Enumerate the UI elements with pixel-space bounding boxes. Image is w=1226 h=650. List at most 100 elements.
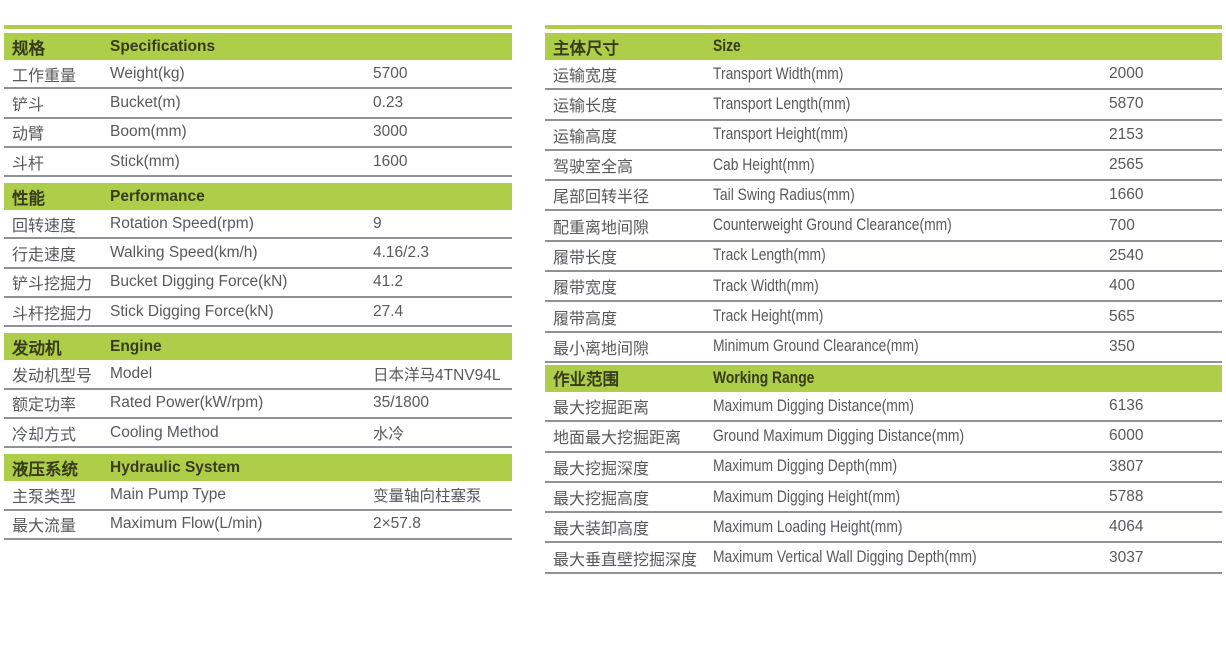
row-label-en: Weight(kg) — [110, 64, 185, 82]
row-label-zh: 额定功率 — [12, 397, 77, 415]
row-label-en: Stick Digging Force(kN) — [110, 302, 274, 320]
section-title-zh: 规格 — [12, 39, 45, 58]
row-value: 2153 — [1109, 125, 1144, 143]
spec-section: 主体尺寸 Size 运输宽度 Transport Width(mm) 2000 … — [545, 33, 1222, 363]
row-value: 5788 — [1109, 488, 1144, 505]
row-label-en: Cab Height(mm) — [713, 155, 815, 174]
row-label-en: Model — [110, 365, 153, 383]
row-label-en: Transport Width(mm) — [713, 64, 844, 83]
section-title-en: Working Range — [713, 368, 815, 387]
table-row: 主泵类型 Main Pump Type 变量轴向柱塞泵 — [4, 481, 512, 511]
table-row: 运输长度 Transport Length(mm) 5870 — [545, 90, 1222, 121]
table-row: 斗杆挖掘力 Stick Digging Force(kN) 27.4 — [4, 298, 512, 328]
table-row: 最大装卸高度 Maximum Loading Height(mm) 4064 — [545, 513, 1222, 544]
table-row: 冷却方式 Cooling Method 水冷 — [4, 419, 512, 449]
row-label-zh: 履带长度 — [553, 249, 618, 267]
row-label-zh: 发动机型号 — [12, 368, 93, 386]
section-title-zh: 液压系统 — [12, 460, 78, 479]
section-title-en: Hydraulic System — [110, 458, 241, 476]
row-label-en: Minimum Ground Clearance(mm) — [713, 337, 919, 356]
section-header: 规格 Specifications — [4, 33, 512, 60]
row-value: 4064 — [1109, 518, 1144, 536]
row-label-zh: 最大垂直壁挖掘深度 — [553, 551, 698, 569]
row-label-en: Ground Maximum Digging Distance(mm) — [713, 426, 965, 445]
row-value: 700 — [1109, 216, 1135, 234]
table-row: 运输高度 Transport Height(mm) 2153 — [545, 121, 1222, 151]
row-label-zh: 尾部回转半径 — [553, 189, 650, 207]
row-label-zh: 动臂 — [12, 126, 45, 144]
section-title-en: Performance — [110, 187, 205, 205]
section-header: 作业范围 Working Range — [545, 364, 1222, 392]
table-row: 尾部回转半径 Tail Swing Radius(mm) 1660 — [545, 181, 1222, 212]
row-value: 2000 — [1109, 65, 1144, 83]
row-label-zh: 最大挖掘深度 — [553, 460, 650, 478]
row-value: 2×57.8 — [373, 515, 421, 533]
table-row: 铲斗挖掘力 Bucket Digging Force(kN) 41.2 — [4, 269, 512, 299]
row-label-zh: 地面最大挖掘距离 — [553, 430, 682, 448]
row-label-zh: 配重离地间隙 — [553, 219, 650, 237]
row-value: 41.2 — [373, 273, 404, 291]
section-header: 发动机 Engine — [4, 333, 512, 361]
row-value: 400 — [1109, 277, 1135, 295]
row-label-zh: 铲斗 — [12, 96, 45, 114]
section-title-zh: 作业范围 — [553, 371, 619, 390]
row-label-en: Main Pump Type — [110, 485, 227, 503]
row-label-zh: 冷却方式 — [12, 426, 77, 444]
row-label-zh: 最大流量 — [12, 518, 77, 536]
row-label-zh: 最大装卸高度 — [553, 521, 650, 539]
row-label-en: Boom(mm) — [110, 123, 187, 141]
row-label-zh: 最大挖掘高度 — [553, 491, 650, 508]
row-label-en: Maximum Loading Height(mm) — [713, 517, 903, 536]
row-label-en: Transport Length(mm) — [713, 94, 851, 113]
row-value: 350 — [1109, 337, 1135, 355]
row-label-zh: 斗杆挖掘力 — [12, 305, 93, 323]
section-header: 性能 Performance — [4, 183, 512, 211]
row-label-en: Bucket Digging Force(kN) — [110, 273, 288, 291]
spec-section: 性能 Performance 回转速度 Rotation Speed(rpm) … — [4, 183, 512, 328]
row-label-en: Maximum Vertical Wall Digging Depth(mm) — [713, 548, 977, 567]
row-label-zh: 主泵类型 — [12, 488, 77, 506]
section-title-zh: 性能 — [12, 189, 45, 208]
table-row: 履带高度 Track Height(mm) 565 — [545, 302, 1222, 333]
table-row: 履带宽度 Track Width(mm) 400 — [545, 272, 1222, 303]
row-value: 日本洋马4TNV94L — [373, 367, 501, 385]
table-row: 最大挖掘高度 Maximum Digging Height(mm) 5788 — [545, 483, 1222, 514]
row-label-zh: 最大挖掘距离 — [553, 400, 650, 418]
table-row: 驾驶室全高 Cab Height(mm) 2565 — [545, 151, 1222, 182]
table-row: 额定功率 Rated Power(kW/rpm) 35/1800 — [4, 390, 512, 419]
section-title-en: Specifications — [110, 37, 216, 55]
section-header: 液压系统 Hydraulic System — [4, 454, 512, 482]
row-label-zh: 工作重量 — [12, 67, 77, 85]
table-row: 最大挖掘深度 Maximum Digging Depth(mm) 3807 — [545, 453, 1222, 483]
row-label-zh: 履带高度 — [553, 310, 618, 328]
row-label-zh: 驾驶室全高 — [553, 159, 634, 177]
row-label-en: Transport Height(mm) — [713, 125, 849, 144]
table-row: 行走速度 Walking Speed(km/h) 4.16/2.3 — [4, 239, 512, 269]
table-row: 动臂 Boom(mm) 3000 — [4, 119, 512, 148]
row-label-zh: 铲斗挖掘力 — [12, 276, 93, 294]
row-label-en: Track Length(mm) — [713, 246, 826, 265]
section-title-zh: 主体尺寸 — [553, 39, 619, 58]
row-value: 1660 — [1109, 186, 1144, 204]
row-label-zh: 行走速度 — [12, 247, 77, 265]
row-value: 变量轴向柱塞泵 — [373, 487, 482, 505]
row-value: 9 — [373, 214, 382, 232]
table-row: 最大流量 Maximum Flow(L/min) 2×57.8 — [4, 511, 512, 540]
section-title-zh: 发动机 — [12, 339, 62, 358]
row-label-en: Rated Power(kW/rpm) — [110, 394, 264, 412]
row-value: 35/1800 — [373, 394, 430, 412]
row-label-en: Maximum Digging Distance(mm) — [713, 396, 915, 415]
table-top-rule — [545, 25, 1222, 29]
spec-section: 规格 Specifications 工作重量 Weight(kg) 5700 铲… — [4, 33, 512, 178]
row-value: 3037 — [1109, 548, 1144, 566]
row-label-en: Bucket(m) — [110, 93, 181, 111]
spec-table-right: 主体尺寸 Size 运输宽度 Transport Width(mm) 2000 … — [545, 25, 1222, 574]
section-title-en: Engine — [110, 337, 162, 355]
table-row: 铲斗 Bucket(m) 0.23 — [4, 89, 512, 119]
spec-section: 发动机 Engine 发动机型号 Model 日本洋马4TNV94L 额定功率 … — [4, 333, 512, 449]
row-label-zh: 运输高度 — [553, 128, 618, 146]
row-label-en: Maximum Digging Depth(mm) — [713, 457, 898, 476]
row-label-zh: 运输长度 — [553, 98, 618, 116]
section-title-en: Size — [713, 37, 741, 55]
